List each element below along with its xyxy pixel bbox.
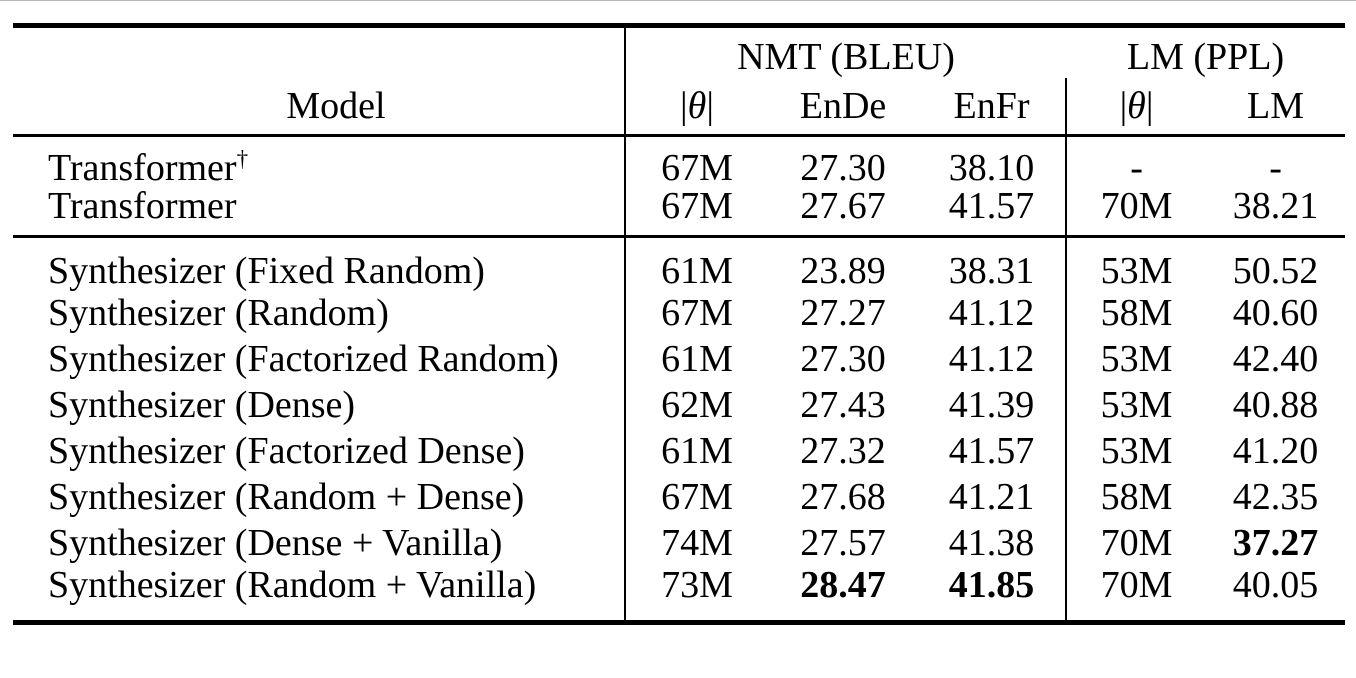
value-cell: 27.68 [800,476,886,518]
value-cell: 53M [1065,236,1207,290]
model-name-cell: Synthesizer (Fixed Random) [48,250,485,292]
value-cell: - [1269,147,1282,189]
model-name-cell: Synthesizer (Random + Dense) [48,476,525,518]
value-cell: 41.38 [948,522,1035,564]
table-row: Synthesizer (Random) 67M 27.27 41.12 58M 40.6… [13,290,1345,336]
value-cell: 28.47 [800,564,886,606]
nmt-bleu-group-header: NMT (BLEU) [623,25,1067,78]
model-name-cell: Synthesizer (Factorized Random) [48,338,559,380]
value-cell: 37.27 [1232,522,1319,564]
value-cell: 40.88 [1232,384,1319,426]
results-table: NMT (BLEU) LM (PPL) Model |θ| EnDe EnFr … [13,23,1346,625]
value-cell: 53M [1065,382,1207,428]
lm-column-header: LM [1206,77,1346,137]
table-row: Transformer 67M 27.67 41.57 70M 38.21 [13,187,1346,238]
model-name-cell: Transformer [13,187,625,238]
value-cell: 58M [1065,474,1207,520]
value-cell: 58M [1065,290,1207,336]
column-group-row: NMT (BLEU) LM (PPL) [13,25,1345,78]
value-cell: 23.89 [800,250,886,292]
model-name-cell: Synthesizer (Random) [48,292,389,334]
table-header: NMT (BLEU) LM (PPL) Model |θ| EnDe EnFr … [13,25,1346,137]
column-header-row: Model |θ| EnDe EnFr |θ| LM [13,77,1346,137]
value-cell: 67M [624,187,768,238]
transformer-baseline-block: Transformer† 67M 27.30 38.10- - Transformer 67… [13,135,1346,238]
value-cell: - [1065,135,1207,187]
table-row: Synthesizer (Factorized Dense) 61M 27.32 41… [13,428,1345,474]
ende-column-header: EnDe [768,77,918,137]
value-cell: 67M [624,474,768,520]
theta-symbol: θ [687,84,707,127]
table-row: Synthesizer (Random + Vanilla) 73M 28.47 41… [13,566,1345,623]
value-cell: 67M [624,135,768,187]
table-row: Synthesizer (Dense + Vanilla) 74M 27.57 41.… [13,520,1345,566]
model-name-cell: Transformer† [48,146,249,189]
nmt-params-column-header: |θ| [624,77,768,137]
page-top-hairline [0,0,1356,1]
value-cell: 40.60 [1232,292,1319,334]
enfr-column-header: EnFr [918,77,1067,137]
model-name-cell: Synthesizer (Factorized Dense) [48,430,525,472]
value-cell: 50.52 [1232,250,1319,292]
value-cell: 62M [624,382,768,428]
value-cell: 67M [624,290,768,336]
table-row: Transformer† 67M 27.30 38.10- - [13,135,1345,189]
value-cell: 27.30 [800,147,886,189]
model-column-header: Model [13,77,625,137]
value-cell: 41.12 [948,292,1035,334]
value-cell: 70M [1065,187,1207,238]
value-cell: 41.57 [918,187,1067,238]
lm-ppl-group-header: LM (PPL) [1126,35,1285,78]
value-cell: 27.32 [800,430,886,472]
theta-symbol: θ [1127,84,1146,127]
table-row: Synthesizer (Random + Dense) 67M 27.68 41.2… [13,474,1345,520]
value-cell: 38.21 [1206,187,1346,238]
value-cell: 42.40 [1232,338,1319,380]
value-cell: 61M [624,336,768,382]
value-cell: 27.57 [800,522,886,564]
value-cell: 38.10 [948,147,1035,189]
value-cell: 73M [624,566,768,623]
value-cell: 42.35 [1232,476,1319,518]
value-cell: 41.20 [1232,430,1319,472]
model-name-cell: Synthesizer (Dense) [48,384,356,426]
value-cell: 70M [1065,520,1207,566]
value-cell: 53M [1065,336,1207,382]
value-cell: 41.57 [948,430,1035,472]
table-row: Synthesizer (Dense) 62M 27.43 41.39 53M 40.88 [13,382,1345,428]
value-cell: 53M [1065,428,1207,474]
value-cell: 41.85 [948,564,1035,606]
value-cell: 41.12 [948,338,1035,380]
dagger-superscript: † [236,146,249,172]
value-cell: 61M [624,428,768,474]
value-cell: 70M [1065,566,1207,623]
value-cell: 41.21 [948,476,1035,518]
value-cell: 40.05 [1232,564,1319,606]
value-cell: 74M [624,520,768,566]
value-cell: 41.39 [948,384,1035,426]
value-cell: 61M [624,236,768,290]
value-cell: 27.30 [800,338,886,380]
value-cell: 27.27 [800,292,886,334]
table-row: Synthesizer (Fixed Random) 61M 23.89 38.31 5… [13,236,1345,292]
lm-params-column-header: |θ| [1065,77,1207,137]
synthesizer-block: Synthesizer (Fixed Random) 61M 23.89 38.31 5… [13,236,1345,623]
model-group-spacer [13,26,625,78]
value-cell: 27.43 [800,384,886,426]
value-cell: 27.67 [768,187,918,238]
table-row: Synthesizer (Factorized Random) 61M 27.30 4… [13,336,1345,382]
model-name-cell: Synthesizer (Random + Vanilla) [48,564,537,606]
model-name-cell: Synthesizer (Dense + Vanilla) [48,522,503,564]
results-table-container: NMT (BLEU) LM (PPL) Model |θ| EnDe EnFr … [13,23,1346,625]
value-cell: 38.31 [948,250,1035,292]
